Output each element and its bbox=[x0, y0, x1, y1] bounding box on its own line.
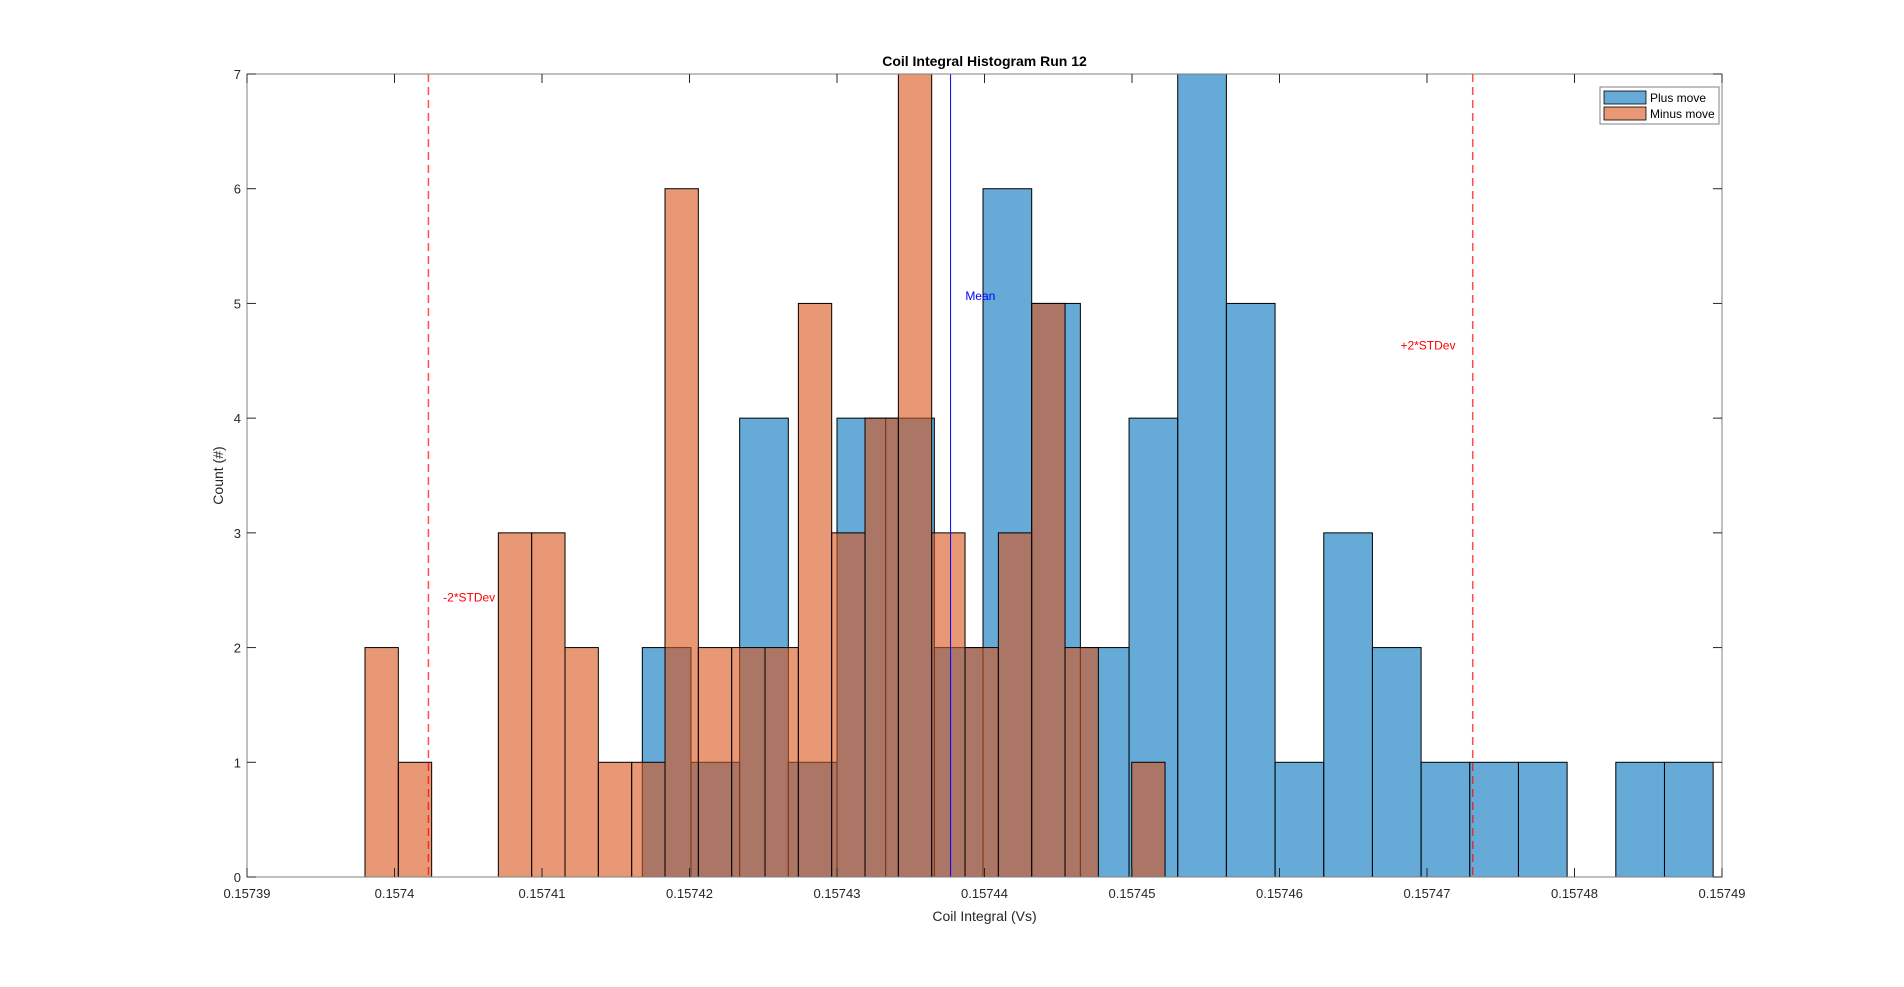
x-tick-label: 0.15742 bbox=[666, 886, 713, 901]
ref-label-2-stdev: -2*STDev bbox=[443, 591, 495, 605]
bar-minus-move bbox=[664, 188, 699, 878]
bar-minus-move bbox=[364, 647, 399, 878]
x-tick-label: 0.15747 bbox=[1404, 886, 1451, 901]
x-tick-label: 0.15743 bbox=[814, 886, 861, 901]
bar-minus-move bbox=[764, 647, 799, 878]
bar-minus-move bbox=[1131, 761, 1166, 878]
bar-plus-move bbox=[1420, 761, 1471, 878]
legend-label-plus-move: Plus move bbox=[1650, 91, 1706, 105]
bar-plus-move bbox=[1663, 761, 1714, 878]
bar-minus-move bbox=[997, 532, 1033, 878]
bar-minus-move bbox=[1031, 302, 1066, 878]
bar-minus-move bbox=[497, 532, 533, 878]
ticks-layer: 0.15739 0.1574 0.15741 0.15742 0.15743 0.1574… bbox=[224, 67, 1746, 901]
legend-label-minus-move: Minus move bbox=[1650, 107, 1715, 121]
bar-minus-move bbox=[631, 761, 666, 878]
x-axis-label: Coil Integral (Vs) bbox=[932, 908, 1036, 924]
y-tick-label: 7 bbox=[234, 67, 241, 82]
y-tick-label: 4 bbox=[234, 411, 241, 426]
bar-minus-move bbox=[797, 302, 833, 878]
y-axis-label: Count (#) bbox=[210, 446, 226, 504]
bar-minus-move bbox=[731, 647, 766, 878]
bar-minus-move bbox=[964, 647, 999, 878]
bar-plus-move bbox=[1517, 761, 1568, 878]
bar-minus-move bbox=[1064, 647, 1099, 878]
bar-minus-move bbox=[931, 532, 966, 878]
bar-minus-move bbox=[897, 73, 933, 878]
y-tick-label: 5 bbox=[234, 296, 241, 311]
x-tick-label: 0.15745 bbox=[1109, 886, 1156, 901]
x-tick-label: 0.15739 bbox=[224, 886, 271, 901]
bar-minus-move bbox=[697, 647, 733, 878]
y-tick-label: 2 bbox=[234, 641, 241, 656]
y-tick-label: 1 bbox=[234, 755, 241, 770]
bar-plus-move bbox=[1274, 761, 1325, 878]
bar-plus-move bbox=[1615, 761, 1665, 878]
bar-minus-move bbox=[564, 647, 599, 878]
bar-plus-move bbox=[1469, 761, 1519, 878]
bar-minus-move bbox=[397, 761, 433, 878]
ref-label-2-stdev: +2*STDev bbox=[1400, 338, 1455, 352]
bars-layer bbox=[364, 73, 1714, 878]
bar-plus-move bbox=[1323, 532, 1373, 878]
bar-minus-move bbox=[597, 761, 633, 878]
chart-title: Coil Integral Histogram Run 12 bbox=[882, 53, 1087, 69]
bar-minus-move bbox=[531, 532, 566, 878]
legend-swatch-minus-move bbox=[1603, 106, 1647, 121]
bar-plus-move bbox=[1177, 73, 1227, 878]
bar-plus-move bbox=[1371, 647, 1422, 878]
x-tick-label: 0.15746 bbox=[1256, 886, 1303, 901]
legend-swatch-plus-move bbox=[1603, 90, 1647, 105]
x-tick-label: 0.15748 bbox=[1551, 886, 1598, 901]
bar-minus-move bbox=[831, 532, 866, 878]
x-tick-label: 0.15749 bbox=[1699, 886, 1746, 901]
legend: Plus move Minus move bbox=[1599, 86, 1720, 125]
x-tick-label: 0.1574 bbox=[375, 886, 415, 901]
y-tick-label: 6 bbox=[234, 182, 241, 197]
bar-plus-move bbox=[1225, 302, 1276, 878]
ref-label-mean: Mean bbox=[965, 289, 995, 303]
reference-lines-layer: Mean -2*STDev +2*STDev bbox=[427, 74, 1474, 877]
y-tick-label: 3 bbox=[234, 526, 241, 541]
y-tick-label: 0 bbox=[234, 870, 241, 885]
bar-minus-move bbox=[864, 417, 899, 878]
x-tick-label: 0.15744 bbox=[961, 886, 1008, 901]
x-tick-label: 0.15741 bbox=[519, 886, 566, 901]
